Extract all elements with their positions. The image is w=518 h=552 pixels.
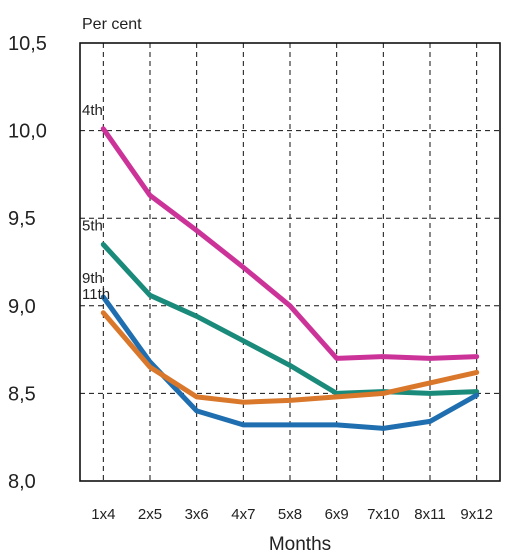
y-tick-label: 9,5 xyxy=(8,208,36,230)
x-tick-label: 1x4 xyxy=(91,506,115,523)
series-label: 4th xyxy=(82,102,103,119)
x-tick-label: 2x5 xyxy=(138,506,162,523)
x-tick-label: 6x9 xyxy=(325,506,349,523)
y-unit-label: Per cent xyxy=(82,16,142,33)
x-tick-labels: 1x4 2x5 3x6 4x7 5x8 6x9 7x10 8x11 9x12 xyxy=(91,506,493,523)
y-tick-label: 9,0 xyxy=(8,296,36,318)
series-label: 5th xyxy=(82,217,103,234)
series-lines xyxy=(100,126,480,431)
series-line xyxy=(100,242,480,396)
y-tick-label: 8,5 xyxy=(8,383,36,405)
y-tick-label: 10,0 xyxy=(8,121,47,143)
series-label: 11th xyxy=(82,286,110,303)
x-tick-label: 4x7 xyxy=(231,506,255,523)
plot-frame xyxy=(79,42,501,482)
x-tick-label: 9x12 xyxy=(460,506,493,523)
x-axis-title: Months xyxy=(269,534,331,552)
x-tick-label: 3x6 xyxy=(185,506,209,523)
series-line xyxy=(100,126,480,361)
x-tick-label: 7x10 xyxy=(367,506,400,523)
series-label: 9th xyxy=(82,270,103,287)
y-tick-label: 10,5 xyxy=(8,33,47,55)
y-tick-labels: 8,0 8,5 9,0 9,5 10,0 10,5 xyxy=(8,33,47,493)
series-line xyxy=(100,310,480,405)
x-tick-label: 8x11 xyxy=(414,506,445,523)
x-tick-label: 5x8 xyxy=(278,506,302,523)
y-tick-label: 8,0 xyxy=(8,471,36,493)
